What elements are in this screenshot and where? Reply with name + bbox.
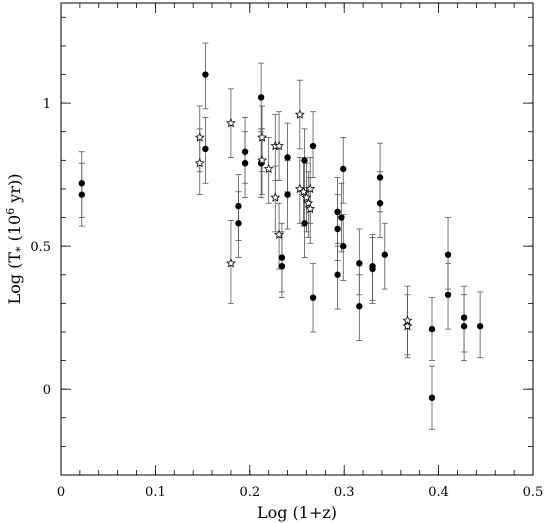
x-tick-label: 0.5 [523, 485, 544, 500]
data-point-circle [309, 142, 317, 150]
data-point-circle [428, 325, 436, 333]
data-point-circle [444, 251, 452, 258]
data-point-circle [202, 71, 209, 78]
data-point-circle [428, 394, 436, 401]
data-point-circle [309, 294, 317, 301]
y-axis-label-main: Log (T [5, 252, 24, 305]
data-point-star [305, 203, 316, 214]
x-tick-label: 0.1 [145, 485, 166, 500]
data-point-circle [241, 148, 249, 155]
x-tick-label: 0.2 [239, 485, 260, 500]
data-point-circle [460, 323, 468, 330]
data-point-circle [235, 202, 242, 210]
data-point-star [294, 109, 305, 119]
data-point-star [263, 163, 274, 174]
x-tick-label: 0 [57, 485, 65, 500]
plot-frame [60, 2, 534, 476]
y-axis-label-subscript: * [14, 246, 27, 252]
data-point-star [225, 258, 236, 268]
point-layer [78, 71, 484, 401]
data-point-circle [340, 242, 347, 250]
data-point-circle [301, 157, 308, 164]
data-point-circle [369, 265, 376, 273]
data-point-star [305, 183, 316, 194]
data-point-star [194, 132, 205, 142]
y-axis-label-superscript: 6 [4, 208, 17, 215]
data-point-star [257, 155, 268, 165]
y-axis-label: Log (T* (106 yr)) [4, 174, 27, 305]
y-axis-label-mid: (10 [5, 215, 24, 247]
data-point-star [225, 117, 236, 128]
x-axis-label: Log (1+z) [257, 503, 337, 522]
data-point-circle [334, 225, 341, 233]
data-point-star [257, 132, 268, 142]
data-point-circle [235, 220, 242, 227]
data-point-circle [476, 323, 484, 330]
data-point-circle [356, 260, 363, 267]
data-point-star [274, 229, 285, 239]
data-point-circle [444, 291, 452, 298]
x-tick-label: 0.4 [428, 485, 449, 500]
data-point-circle [340, 165, 347, 173]
x-tick-labels: 0 0.1 0.2 0.3 0.4 0.5 [57, 485, 543, 500]
data-point-circle [381, 251, 388, 258]
y-tick-label: 1 [43, 97, 51, 112]
data-point-circle [338, 214, 345, 221]
data-point-circle [257, 94, 265, 101]
data-point-circle [78, 180, 85, 187]
data-point-star [402, 321, 413, 331]
y-tick-label: 0 [43, 383, 51, 398]
data-point-circle [78, 191, 85, 198]
data-point-star [270, 192, 281, 202]
data-point-circle [278, 262, 286, 270]
data-point-star [298, 186, 309, 197]
y-axis-label-end: yr)) [5, 174, 24, 208]
data-point-circle [278, 254, 286, 261]
data-point-star [274, 140, 285, 151]
data-point-circle [376, 174, 384, 181]
data-point-circle [284, 191, 291, 198]
data-point-circle [334, 208, 341, 216]
tick-layer [60, 3, 534, 475]
data-point-circle [334, 271, 341, 278]
data-point-circle [284, 154, 291, 161]
data-point-circle [202, 145, 209, 153]
data-point-circle [356, 303, 363, 310]
data-point-circle [241, 159, 249, 167]
data-point-star [194, 157, 205, 168]
data-point-circle [376, 200, 384, 207]
data-point-circle [301, 220, 308, 227]
y-tick-label: 0.5 [30, 240, 51, 255]
data-point-circle [460, 314, 468, 321]
y-tick-labels: 00.51 [30, 97, 51, 398]
x-tick-label: 0.3 [334, 485, 355, 500]
